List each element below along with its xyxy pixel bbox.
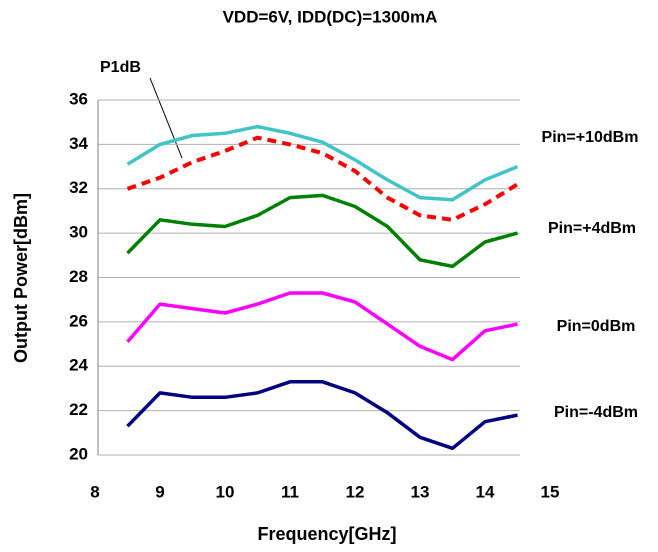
x-tick-label: 8 <box>90 482 99 501</box>
x-tick-label: 15 <box>541 482 560 501</box>
x-tick-label: 12 <box>346 482 365 501</box>
y-tick-label: 32 <box>69 178 88 197</box>
series-label: Pin=+4dBm <box>548 220 636 237</box>
series-line <box>126 380 518 451</box>
y-tick-label: 26 <box>69 311 88 330</box>
series-label: Pin=-4dBm <box>554 404 638 421</box>
y-axis-label: Output Power[dBm] <box>11 193 31 363</box>
y-tick-label: 24 <box>69 356 88 375</box>
y-tick-label: 20 <box>69 444 88 463</box>
chart-title: VDD=6V, IDD(DC)=1300mA <box>223 7 438 26</box>
series-label: P1dB <box>100 59 141 76</box>
x-tick-label: 10 <box>216 482 235 501</box>
y-tick-label: 36 <box>69 89 88 108</box>
x-tick-label: 14 <box>476 482 495 501</box>
x-tick-label: 13 <box>411 482 430 501</box>
series-line <box>126 135 519 222</box>
series-line <box>126 193 518 269</box>
y-tick-label: 34 <box>69 134 88 153</box>
series-line <box>126 124 519 202</box>
x-tick-label: 9 <box>155 482 164 501</box>
x-axis-label: Frequency[GHz] <box>257 524 396 544</box>
series-label: Pin=+10dBm <box>542 129 639 146</box>
x-tick-label: 11 <box>281 482 299 501</box>
series-line <box>126 291 518 362</box>
y-tick-label: 30 <box>69 223 88 242</box>
y-tick-label: 22 <box>69 400 88 419</box>
y-tick-label: 28 <box>69 267 88 286</box>
series-label: Pin=0dBm <box>557 318 636 335</box>
